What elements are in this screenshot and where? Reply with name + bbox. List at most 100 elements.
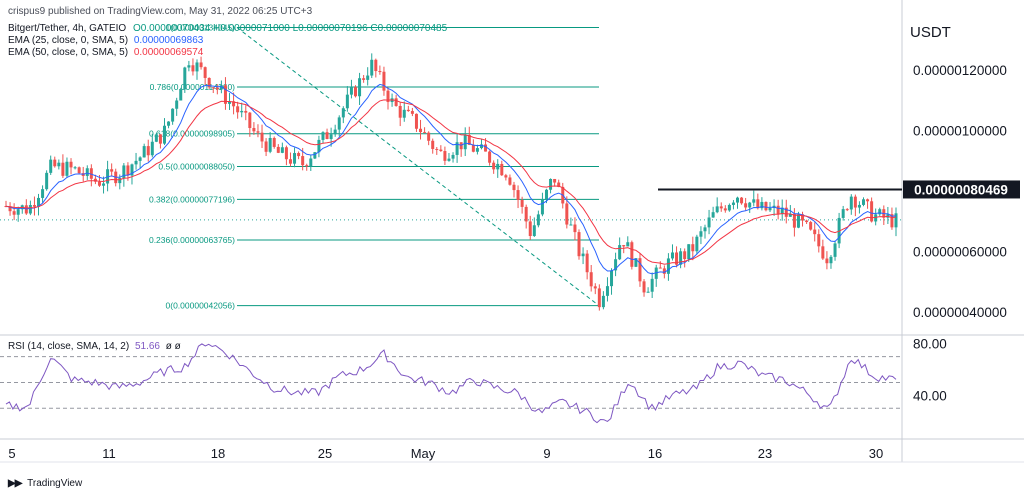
- candle-body: [756, 199, 760, 209]
- candle-body: [581, 253, 585, 257]
- candle-body: [679, 251, 683, 265]
- candle-body: [158, 134, 162, 144]
- candle-body: [236, 106, 240, 113]
- candle-body: [410, 111, 414, 114]
- candle-body: [610, 270, 614, 287]
- candle-body: [565, 203, 569, 225]
- candle-body: [317, 139, 321, 153]
- candle-body: [12, 211, 16, 215]
- candle-body: [711, 212, 715, 218]
- candle-body: [605, 286, 609, 296]
- candle-body: [8, 206, 12, 212]
- candle-body: [479, 144, 483, 149]
- time-tick-label: 16: [648, 446, 662, 461]
- candle-body: [37, 197, 41, 207]
- candle-body: [402, 109, 406, 118]
- candle-body: [219, 85, 223, 90]
- candle-body: [240, 110, 244, 113]
- candle-body: [20, 205, 24, 210]
- candle-body: [675, 252, 679, 265]
- candle-body: [130, 164, 134, 176]
- candle-body: [85, 168, 89, 176]
- candle-body: [601, 295, 605, 308]
- candle-body: [488, 151, 492, 163]
- candle-body: [524, 206, 528, 222]
- ema50-legend[interactable]: EMA (50, close, 0, SMA, 5) 0.00000069574: [8, 47, 203, 58]
- candle-body: [878, 209, 882, 215]
- price-tick-label: 0.00000100000: [913, 123, 1007, 138]
- candle-body: [577, 232, 581, 257]
- candle-body: [496, 163, 500, 170]
- candle-body: [484, 144, 488, 152]
- candle-body: [382, 71, 386, 91]
- candle-body: [520, 199, 524, 207]
- time-tick-label: 9: [543, 446, 550, 461]
- symbol-legend[interactable]: Bitgert/Tether, 4h, GATEIO O0.0000007043…: [8, 23, 447, 34]
- candle-body: [874, 214, 878, 222]
- candle-body: [748, 202, 752, 208]
- candle-body: [553, 178, 557, 183]
- candle-body: [345, 94, 349, 109]
- candle-body: [650, 278, 654, 292]
- rsi-tick-label: 80.00: [913, 337, 947, 352]
- time-tick-label: 25: [318, 446, 332, 461]
- candle-body: [557, 182, 561, 187]
- candle-body: [414, 113, 418, 129]
- rsi-extra: ø ø: [165, 341, 181, 352]
- candle-body: [829, 256, 833, 264]
- candle-body: [670, 252, 674, 259]
- candle-body: [768, 207, 772, 211]
- candle-body: [362, 78, 366, 80]
- candle-body: [329, 134, 333, 139]
- ema25-line: [5, 83, 897, 275]
- time-tick-label: 18: [211, 446, 225, 461]
- candle-body: [760, 201, 764, 209]
- candle-body: [536, 214, 540, 226]
- candle-body: [703, 227, 707, 232]
- tradingview-logo[interactable]: ▶▶ TradingView: [8, 478, 82, 489]
- candle-body: [736, 197, 740, 203]
- candle-body: [788, 213, 792, 217]
- candle-body: [801, 214, 805, 221]
- candle-body: [626, 242, 630, 247]
- candle-body: [106, 169, 110, 184]
- candle-body: [183, 67, 187, 90]
- candle-body: [886, 214, 890, 218]
- candle-body: [772, 205, 776, 208]
- candle-body: [475, 148, 479, 152]
- rsi-label: RSI (14, close, SMA, 14, 2): [8, 341, 130, 352]
- candle-body: [4, 206, 8, 208]
- candle-body: [614, 259, 618, 271]
- candle-body: [443, 151, 447, 161]
- fib-trend-line: [236, 27, 600, 307]
- candle-body: [179, 89, 183, 101]
- ema50-label: EMA (50, close, 0, SMA, 5): [8, 47, 129, 58]
- candle-body: [658, 267, 662, 269]
- candle-body: [126, 165, 130, 176]
- rsi-value: 51.66: [134, 341, 160, 352]
- candle-body: [471, 144, 475, 152]
- ema25-legend[interactable]: EMA (25, close, 0, SMA, 5) 0.00000069863: [8, 35, 203, 46]
- candle-body: [394, 98, 398, 106]
- candle-body: [191, 65, 195, 72]
- candle-body: [618, 245, 622, 260]
- candle-body: [837, 217, 841, 244]
- candle-body: [516, 190, 520, 200]
- candle-body: [419, 128, 423, 133]
- candle-body: [841, 209, 845, 218]
- candle-body: [792, 213, 796, 228]
- candle-body: [268, 137, 272, 152]
- candle-body: [73, 167, 77, 169]
- candle-body: [49, 159, 53, 173]
- candle-body: [305, 165, 309, 167]
- candle-body: [683, 251, 687, 260]
- fib-level-label: 0.786(0.00000114360): [150, 82, 236, 92]
- candle-body: [784, 207, 788, 217]
- candle-body: [313, 152, 317, 159]
- candle-body: [260, 132, 264, 142]
- rsi-legend[interactable]: RSI (14, close, SMA, 14, 2) 51.66 ø ø: [8, 341, 181, 352]
- candle-body: [118, 178, 122, 184]
- candle-body: [276, 146, 280, 153]
- ema50-value: 0.00000069574: [133, 47, 204, 58]
